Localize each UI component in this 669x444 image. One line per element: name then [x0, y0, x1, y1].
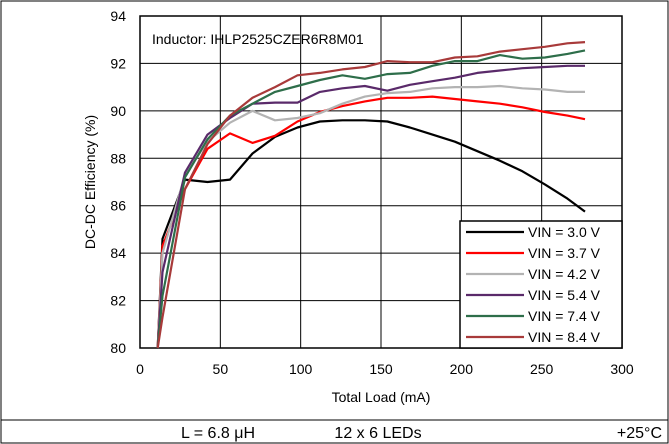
y-tick-label: 86	[110, 198, 126, 214]
legend-label: VIN = 3.0 V	[528, 224, 601, 240]
series-line	[156, 41, 586, 349]
y-tick-label: 80	[110, 340, 126, 356]
footer-temperature: +25°C	[617, 425, 662, 442]
series-line	[156, 95, 586, 349]
series-line	[156, 64, 585, 349]
x-tick-label: 100	[289, 361, 313, 377]
legend-label: VIN = 4.2 V	[528, 266, 601, 282]
series-group	[156, 41, 586, 349]
y-tick-label: 82	[110, 293, 126, 309]
y-axis-label: DC-DC Efficiency (%)	[82, 115, 98, 249]
x-tick-label: 0	[136, 361, 144, 377]
plot-frame	[139, 15, 623, 349]
tick-labels: 0 50 100 150 200 250 300 80 82 84 86 88 90 92 94	[110, 8, 633, 377]
legend-label: VIN = 3.7 V	[528, 245, 601, 261]
legend: VIN = 3.0 V VIN = 3.7 V VIN = 4.2 V VIN = 5…	[459, 220, 623, 349]
series-line	[156, 119, 586, 349]
y-tick-label: 84	[110, 245, 126, 261]
x-tick-label: 150	[369, 361, 393, 377]
x-axis-label: Total Load (mA)	[332, 389, 431, 405]
x-tick-label: 50	[213, 361, 229, 377]
y-tick-label: 90	[110, 103, 126, 119]
inductor-annotation: Inductor: IHLP2525CZER6R8M01	[152, 31, 364, 47]
x-tick-label: 200	[450, 361, 474, 377]
legend-label: VIN = 8.4 V	[528, 329, 601, 345]
legend-label: VIN = 7.4 V	[528, 308, 601, 324]
footer-inductance: L = 6.8 μH	[181, 425, 255, 442]
legend-box	[459, 220, 623, 349]
series-line	[156, 49, 586, 349]
legend-label: VIN = 5.4 V	[528, 287, 601, 303]
x-tick-label: 250	[530, 361, 554, 377]
x-tick-label: 300	[610, 361, 634, 377]
footer-led-config: 12 x 6 LEDs	[334, 425, 421, 442]
y-tick-label: 88	[110, 150, 126, 166]
y-tick-label: 94	[110, 8, 126, 24]
y-tick-label: 92	[110, 55, 126, 71]
